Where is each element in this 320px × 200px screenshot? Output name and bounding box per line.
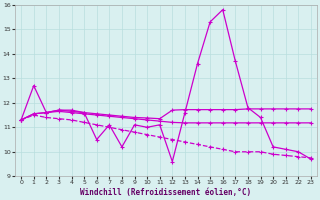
X-axis label: Windchill (Refroidissement éolien,°C): Windchill (Refroidissement éolien,°C) bbox=[80, 188, 252, 197]
